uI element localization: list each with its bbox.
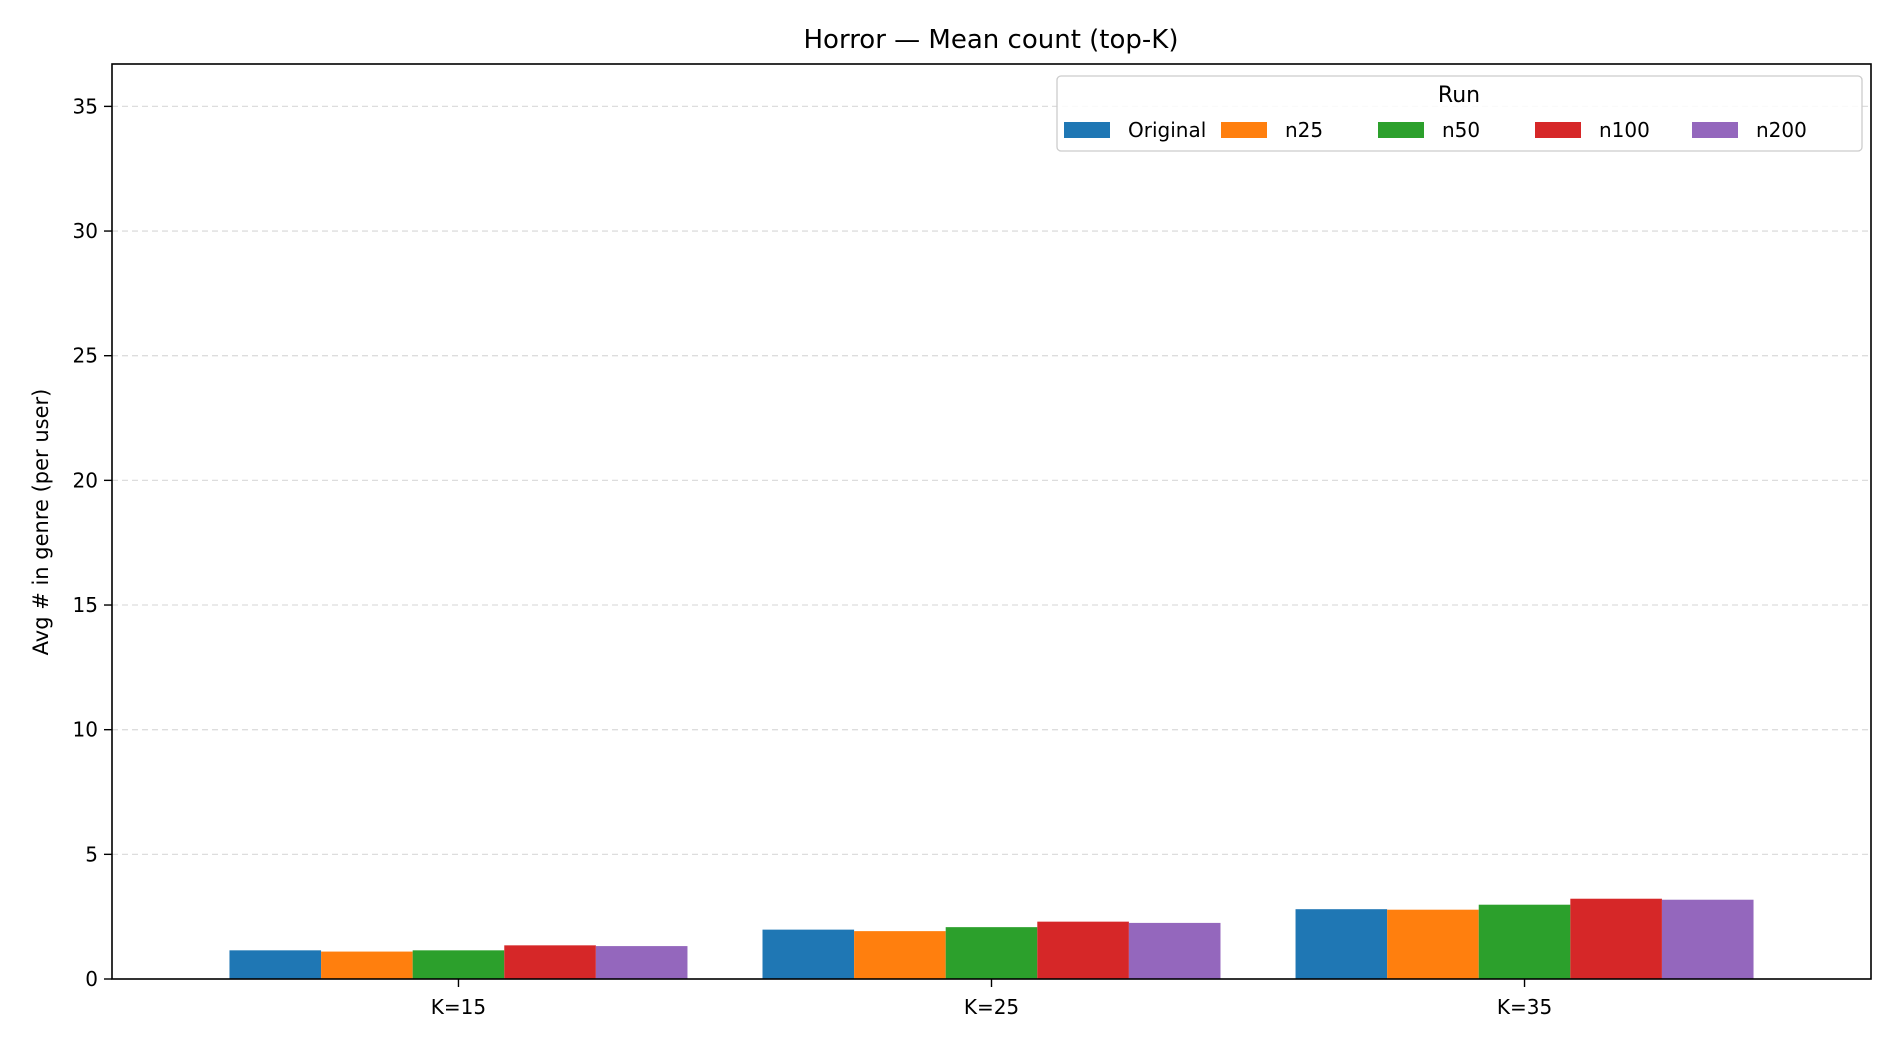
y-tick-label: 5 xyxy=(85,842,98,866)
y-tick-label: 30 xyxy=(73,219,98,243)
bar-n100-K=25 xyxy=(1037,921,1129,979)
legend: Run Original n25 n50 n100 n200 xyxy=(1056,75,1863,152)
x-tick-label: K=15 xyxy=(431,995,486,1019)
bar-n200-K=15 xyxy=(595,946,688,979)
y-tick-label: 10 xyxy=(73,718,98,742)
y-tick-label: 15 xyxy=(73,593,98,617)
bar-n25-K=15 xyxy=(321,951,413,979)
legend-swatch-n50 xyxy=(1378,122,1424,138)
y-axis-label: Avg # in genre (per user) xyxy=(29,389,53,656)
legend-swatch-n200 xyxy=(1692,122,1738,138)
legend-items: Original n25 n50 n100 n200 xyxy=(1064,118,1807,142)
y-tick-label: 0 xyxy=(85,967,98,991)
grid-lines xyxy=(112,105,1871,855)
legend-swatch-Original xyxy=(1064,122,1110,138)
chart-title: Horror — Mean count (top-K) xyxy=(804,25,1179,55)
legend-label-Original: Original xyxy=(1128,118,1206,142)
y-tick-label: 20 xyxy=(73,468,98,492)
bar-n200-K=35 xyxy=(1661,899,1754,979)
y-tick-label: 35 xyxy=(73,94,98,118)
legend-label-n200: n200 xyxy=(1756,118,1807,142)
bar-n50-K=35 xyxy=(1478,904,1571,979)
x-tick-label: K=25 xyxy=(964,995,1019,1019)
bar-Original-K=35 xyxy=(1295,909,1388,979)
legend-label-n50: n50 xyxy=(1442,118,1480,142)
x-tick-label: K=35 xyxy=(1497,995,1552,1019)
bar-n100-K=15 xyxy=(504,945,596,979)
bars xyxy=(229,898,1754,979)
legend-label-n100: n100 xyxy=(1599,118,1650,142)
bar-n25-K=35 xyxy=(1387,909,1479,979)
legend-swatch-n25 xyxy=(1221,122,1267,138)
bar-n200-K=25 xyxy=(1128,922,1221,979)
legend-title: Run xyxy=(1438,83,1480,108)
y-tick-label: 25 xyxy=(73,344,98,368)
bar-n25-K=25 xyxy=(854,931,946,979)
x-axis-ticks: K=15 K=25 K=35 xyxy=(431,979,1552,1019)
plot-area-frame xyxy=(111,63,1872,980)
bar-Original-K=25 xyxy=(762,929,855,979)
legend-swatch-n100 xyxy=(1535,122,1581,138)
bar-n50-K=25 xyxy=(945,927,1038,979)
bar-n50-K=15 xyxy=(412,950,505,979)
bar-n100-K=35 xyxy=(1570,898,1662,979)
legend-label-n25: n25 xyxy=(1285,118,1323,142)
bar-Original-K=15 xyxy=(229,950,322,979)
y-axis-ticks: 0 5 10 15 20 25 30 35 xyxy=(73,94,112,991)
